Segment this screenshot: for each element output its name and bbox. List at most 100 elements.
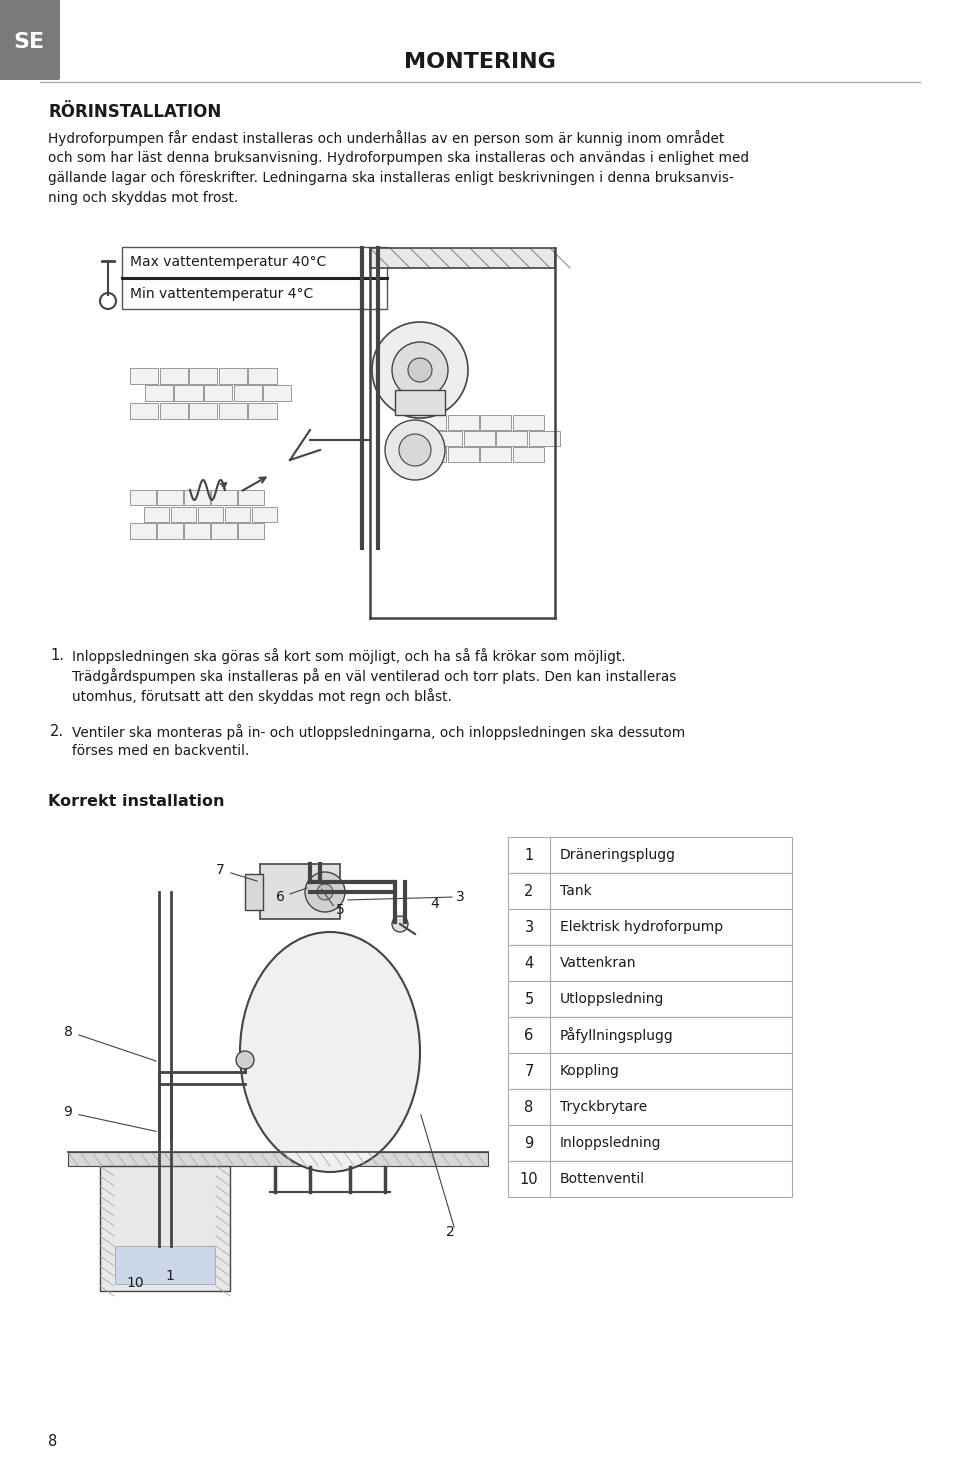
Bar bbox=[480, 414, 511, 429]
Text: 1: 1 bbox=[165, 1269, 175, 1282]
Text: 8: 8 bbox=[63, 1025, 72, 1039]
Bar bbox=[115, 1246, 215, 1284]
Text: Elektrisk hydroforpump: Elektrisk hydroforpump bbox=[560, 919, 723, 934]
Text: Korrekt installation: Korrekt installation bbox=[48, 793, 225, 810]
Polygon shape bbox=[370, 247, 555, 268]
Bar bbox=[508, 1089, 792, 1124]
Text: Bottenventil: Bottenventil bbox=[560, 1173, 645, 1186]
Bar bbox=[68, 1152, 488, 1165]
Circle shape bbox=[399, 433, 431, 466]
Bar bbox=[198, 507, 223, 521]
Text: 5: 5 bbox=[524, 991, 534, 1007]
Circle shape bbox=[372, 322, 468, 419]
Bar bbox=[415, 447, 446, 461]
Bar bbox=[513, 447, 543, 461]
Bar bbox=[145, 385, 173, 401]
FancyBboxPatch shape bbox=[0, 0, 60, 81]
Bar bbox=[415, 414, 446, 429]
Bar bbox=[175, 385, 203, 401]
Text: förses med en backventil.: förses med en backventil. bbox=[72, 744, 250, 758]
Text: 3: 3 bbox=[524, 919, 534, 934]
Bar bbox=[263, 385, 291, 401]
Text: Inloppsledning: Inloppsledning bbox=[560, 1136, 661, 1151]
Text: 4: 4 bbox=[431, 897, 440, 911]
Bar bbox=[159, 403, 188, 419]
Text: 6: 6 bbox=[524, 1028, 534, 1042]
Bar bbox=[431, 430, 463, 445]
Bar bbox=[508, 944, 792, 981]
Text: Utloppsledning: Utloppsledning bbox=[560, 993, 664, 1006]
Text: 7: 7 bbox=[524, 1063, 534, 1079]
Bar bbox=[130, 367, 158, 384]
Bar bbox=[143, 507, 169, 521]
Bar bbox=[122, 247, 387, 309]
Text: 9: 9 bbox=[524, 1136, 534, 1151]
Text: Dräneringsplugg: Dräneringsplugg bbox=[560, 848, 676, 862]
Text: Koppling: Koppling bbox=[560, 1064, 620, 1078]
Bar bbox=[204, 385, 232, 401]
Text: 9: 9 bbox=[63, 1105, 72, 1118]
Bar bbox=[508, 981, 792, 1017]
Text: 10: 10 bbox=[126, 1277, 144, 1290]
Text: 2: 2 bbox=[524, 883, 534, 899]
Circle shape bbox=[392, 916, 408, 933]
Text: Vattenkran: Vattenkran bbox=[560, 956, 636, 971]
Bar bbox=[238, 490, 263, 505]
Ellipse shape bbox=[240, 933, 420, 1173]
Bar bbox=[496, 430, 527, 445]
Text: RÖRINSTALLATION: RÖRINSTALLATION bbox=[48, 102, 221, 122]
Bar bbox=[508, 1053, 792, 1089]
Text: Max vattentemperatur 40°C: Max vattentemperatur 40°C bbox=[130, 255, 326, 269]
Text: 10: 10 bbox=[519, 1171, 539, 1186]
Circle shape bbox=[385, 420, 445, 480]
Bar bbox=[130, 523, 156, 539]
Bar bbox=[157, 523, 182, 539]
Bar bbox=[249, 367, 276, 384]
Bar bbox=[529, 430, 560, 445]
Text: och som har läst denna bruksanvisning. Hydroforpumpen ska installeras och använd: och som har läst denna bruksanvisning. H… bbox=[48, 151, 749, 165]
Bar bbox=[157, 490, 182, 505]
Text: Min vattentemperatur 4°C: Min vattentemperatur 4°C bbox=[130, 287, 313, 302]
Bar bbox=[464, 430, 494, 445]
Bar bbox=[260, 864, 340, 919]
Text: utomhus, förutsatt att den skyddas mot regn och blåst.: utomhus, förutsatt att den skyddas mot r… bbox=[72, 688, 452, 704]
Bar bbox=[130, 403, 158, 419]
Text: gällande lagar och föreskrifter. Ledningarna ska installeras enligt beskrivninge: gällande lagar och föreskrifter. Ledning… bbox=[48, 171, 733, 184]
Text: Hydroforpumpen får endast installeras och underhållas av en person som är kunnig: Hydroforpumpen får endast installeras oc… bbox=[48, 130, 724, 146]
Text: 1.: 1. bbox=[50, 649, 64, 663]
Bar bbox=[189, 367, 217, 384]
Bar bbox=[159, 367, 188, 384]
Text: 2: 2 bbox=[445, 1225, 454, 1239]
Bar bbox=[508, 909, 792, 944]
Text: 3: 3 bbox=[456, 890, 465, 903]
Bar bbox=[395, 389, 445, 414]
Text: 8: 8 bbox=[524, 1099, 534, 1114]
Bar bbox=[100, 1165, 230, 1291]
Text: Inloppsledningen ska göras så kort som möjligt, och ha så få krökar som möjligt.: Inloppsledningen ska göras så kort som m… bbox=[72, 649, 626, 665]
Bar bbox=[233, 385, 262, 401]
Text: 7: 7 bbox=[216, 862, 225, 877]
Bar bbox=[189, 403, 217, 419]
Bar bbox=[219, 367, 247, 384]
Circle shape bbox=[100, 293, 116, 309]
Text: Tank: Tank bbox=[560, 884, 591, 897]
Text: Tryckbrytare: Tryckbrytare bbox=[560, 1099, 647, 1114]
Bar bbox=[211, 490, 236, 505]
Bar bbox=[184, 523, 209, 539]
Bar bbox=[211, 523, 236, 539]
Bar bbox=[447, 447, 478, 461]
Circle shape bbox=[408, 359, 432, 382]
Text: Ventiler ska monteras på in- och utloppsledningarna, och inloppsledningen ska de: Ventiler ska monteras på in- och utlopps… bbox=[72, 725, 685, 739]
Circle shape bbox=[317, 884, 333, 900]
Bar bbox=[252, 507, 277, 521]
Bar bbox=[184, 490, 209, 505]
Text: SE: SE bbox=[13, 32, 44, 53]
Text: 1: 1 bbox=[524, 848, 534, 862]
Bar bbox=[480, 447, 511, 461]
Bar bbox=[508, 1017, 792, 1053]
Text: ning och skyddas mot frost.: ning och skyddas mot frost. bbox=[48, 190, 238, 205]
Bar bbox=[513, 414, 543, 429]
Bar bbox=[219, 403, 247, 419]
Text: 5: 5 bbox=[336, 903, 345, 916]
Bar bbox=[508, 1161, 792, 1198]
